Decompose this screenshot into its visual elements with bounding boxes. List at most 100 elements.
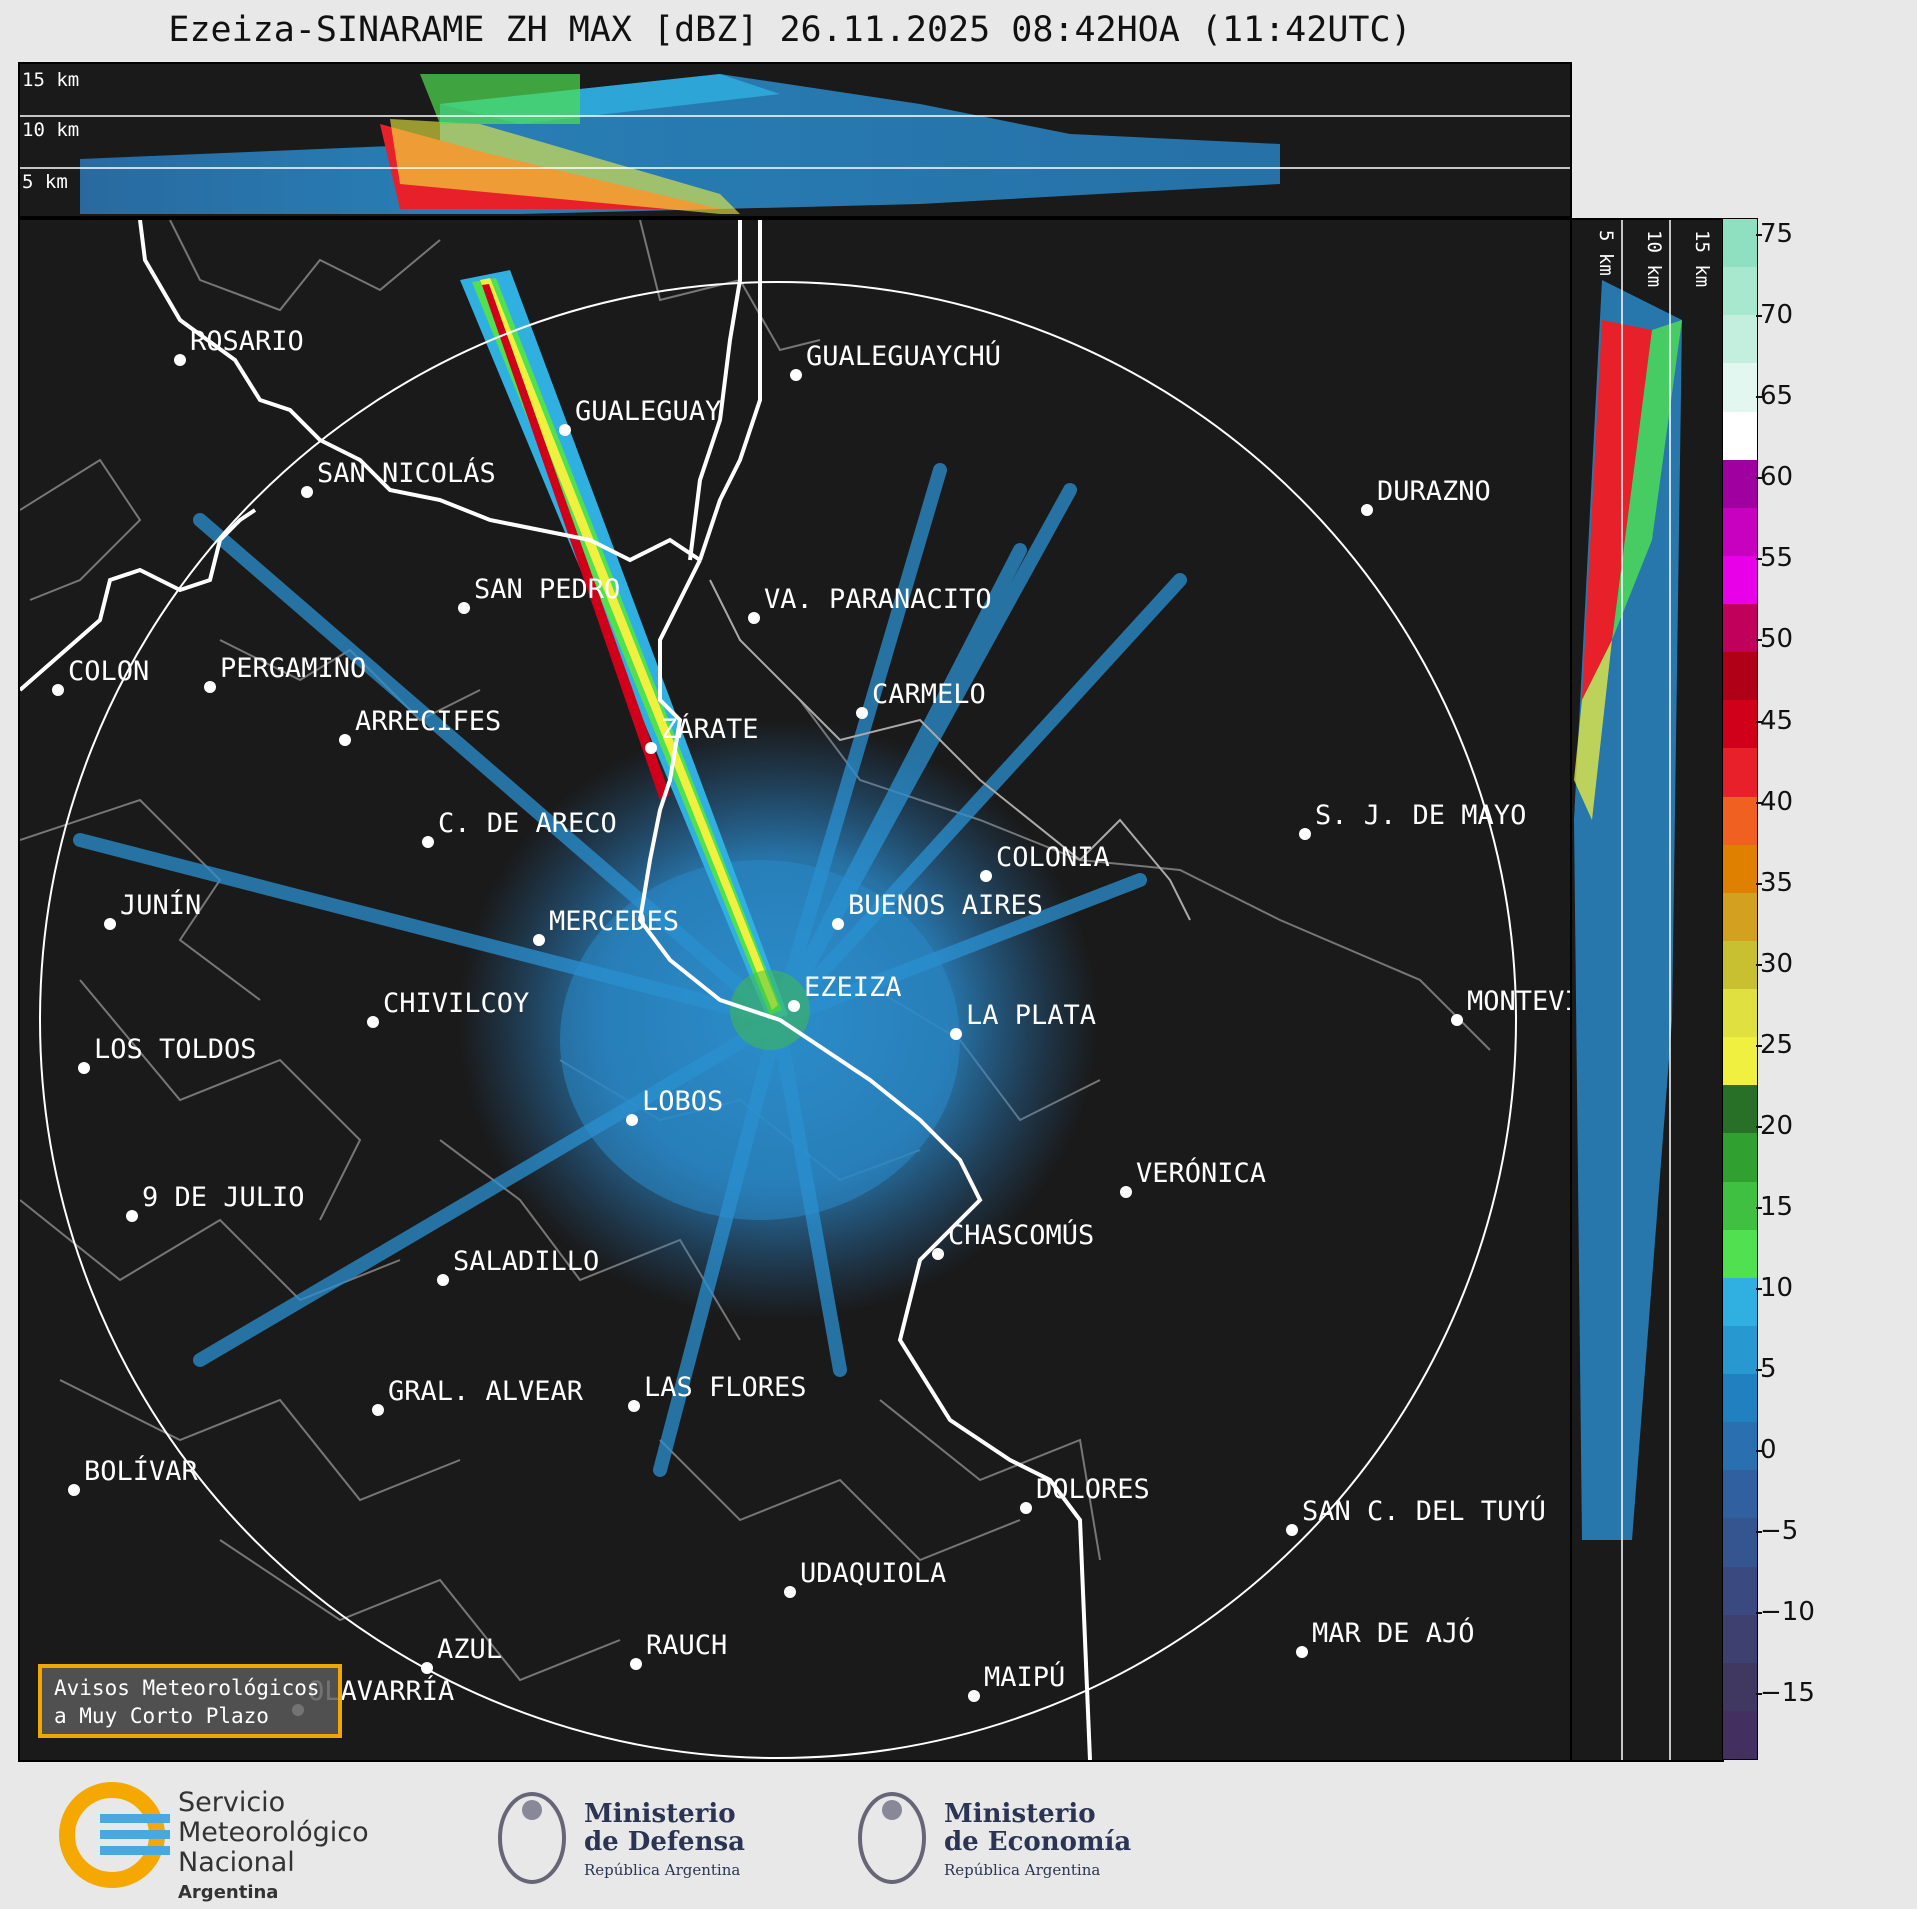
city-dot xyxy=(174,354,186,366)
city-dot xyxy=(980,870,992,882)
defensa-logo-text: Ministerio de Defensa República Argentin… xyxy=(584,1800,745,1884)
avisos-badge[interactable]: Avisos Meteorológicos a Muy Corto Plazo xyxy=(38,1664,342,1738)
radar-near-green xyxy=(730,970,810,1050)
color-scale-step xyxy=(1723,652,1757,701)
color-scale-tick-label: 70 xyxy=(1755,300,1794,331)
city-dot xyxy=(421,1662,433,1674)
color-scale-tick-label: 65 xyxy=(1755,381,1794,412)
city-dot xyxy=(104,918,116,930)
beam-red xyxy=(482,284,670,800)
color-scale-tick-label: 55 xyxy=(1755,543,1794,574)
color-scale-bar xyxy=(1722,218,1758,1760)
color-scale-step xyxy=(1723,1037,1757,1086)
side-echo-green xyxy=(1612,320,1682,640)
city-dot xyxy=(1451,1014,1463,1026)
color-scale-step xyxy=(1723,1710,1757,1759)
avisos-line1: Avisos Meteorológicos xyxy=(54,1676,320,1700)
city-label: LOS TOLDOS xyxy=(94,1034,257,1065)
city-dot xyxy=(126,1210,138,1222)
color-scale-step xyxy=(1723,1566,1757,1615)
color-scale-tick-label: 45 xyxy=(1755,705,1794,736)
city-label: LA PLATA xyxy=(966,1000,1096,1031)
top-echo-edge xyxy=(390,119,740,214)
color-scale-tick-label: 10 xyxy=(1755,1272,1794,1303)
top-label-10km: 10 km xyxy=(22,119,79,141)
city-label: ARRECIFES xyxy=(355,706,501,737)
city-dot xyxy=(1361,504,1373,516)
city-dot xyxy=(1299,828,1311,840)
color-scale-step xyxy=(1723,989,1757,1038)
coastline xyxy=(20,220,1092,1760)
color-scale-step xyxy=(1723,267,1757,316)
uruguay-coast xyxy=(709,579,1191,921)
city-dot xyxy=(422,836,434,848)
city-label: DURAZNO xyxy=(1377,476,1491,507)
smn-line4: Argentina xyxy=(178,1882,279,1903)
city-label: LOBOS xyxy=(642,1086,723,1117)
side-echo-core xyxy=(1582,320,1652,700)
city-dot xyxy=(52,684,64,696)
city-label: COLON xyxy=(68,656,149,687)
city-dot xyxy=(790,369,802,381)
city-label: LAS FLORES xyxy=(644,1372,807,1403)
city-dot xyxy=(372,1404,384,1416)
defensa-emblem-icon xyxy=(498,1792,566,1884)
city-label: AZUL xyxy=(437,1634,502,1665)
city-dot xyxy=(78,1062,90,1074)
color-scale-step xyxy=(1723,1085,1757,1134)
color-scale-step xyxy=(1723,219,1757,268)
color-scale-step xyxy=(1723,796,1757,845)
city-dot xyxy=(68,1484,80,1496)
top-profile-svg: 15 km 10 km 5 km xyxy=(20,69,1570,214)
city-label: 9 DE JULIO xyxy=(142,1182,305,1213)
smn-line3: Nacional xyxy=(178,1847,295,1878)
top-label-5km: 5 km xyxy=(22,171,68,193)
color-scale-step xyxy=(1723,1181,1757,1230)
city-dot xyxy=(626,1114,638,1126)
city-label: SAN PEDRO xyxy=(474,574,620,605)
city-dot xyxy=(932,1248,944,1260)
city-label: DOLORES xyxy=(1036,1474,1150,1505)
top-echo-area xyxy=(80,74,1280,214)
color-scale-tick-label: 25 xyxy=(1755,1029,1794,1060)
city-label: ROSARIO xyxy=(190,326,304,357)
color-scale-step xyxy=(1723,363,1757,412)
color-scale-tick-label: 15 xyxy=(1755,1191,1794,1222)
radar-spokes xyxy=(73,463,1187,1477)
city-label: MAR DE AJÓ xyxy=(1312,1617,1475,1649)
city-dot xyxy=(1020,1502,1032,1514)
color-scale-step xyxy=(1723,700,1757,749)
color-scale-tick-label: −10 xyxy=(1756,1597,1815,1628)
color-scale-step xyxy=(1723,892,1757,941)
city-dot xyxy=(339,734,351,746)
color-scale-step xyxy=(1723,315,1757,364)
range-ring xyxy=(39,281,1517,1759)
defensa-line1: Ministerio xyxy=(584,1799,736,1829)
color-scale-tick-label: 40 xyxy=(1755,786,1794,817)
defensa-line2: de Defensa xyxy=(584,1827,745,1857)
top-height-profile: 15 km 10 km 5 km xyxy=(18,62,1572,218)
city-labels: ROSARIO GUALEGUAYCHÚ GUALEGUAY SAN NICOL… xyxy=(52,326,1570,1716)
city-label: GUALEGUAYCHÚ xyxy=(806,340,1001,372)
city-dot xyxy=(788,1000,800,1012)
smn-logo-icon xyxy=(59,1782,170,1888)
city-dot xyxy=(458,602,470,614)
color-scale-step xyxy=(1723,1614,1757,1663)
color-scale-step xyxy=(1723,1662,1757,1711)
city-dot xyxy=(1120,1186,1132,1198)
color-scale-tick-label: 20 xyxy=(1755,1110,1794,1141)
city-label: CARMELO xyxy=(872,679,986,710)
city-dot xyxy=(367,1016,379,1028)
color-scale-tick-label: 35 xyxy=(1755,867,1794,898)
city-label: JUNÍN xyxy=(120,889,201,921)
city-dot xyxy=(628,1400,640,1412)
city-dot xyxy=(784,1586,796,1598)
economia-line2: de Economía xyxy=(944,1827,1132,1857)
color-scale-step xyxy=(1723,1422,1757,1471)
city-label: MONTEVIDEO xyxy=(1467,986,1570,1017)
side-profile-svg: 5 km 10 km 15 km xyxy=(1574,220,1713,1760)
color-scale-step xyxy=(1723,604,1757,653)
city-label: CHIVILCOY xyxy=(383,988,529,1019)
color-scale-step xyxy=(1723,748,1757,797)
city-label: VERÓNICA xyxy=(1136,1157,1266,1189)
